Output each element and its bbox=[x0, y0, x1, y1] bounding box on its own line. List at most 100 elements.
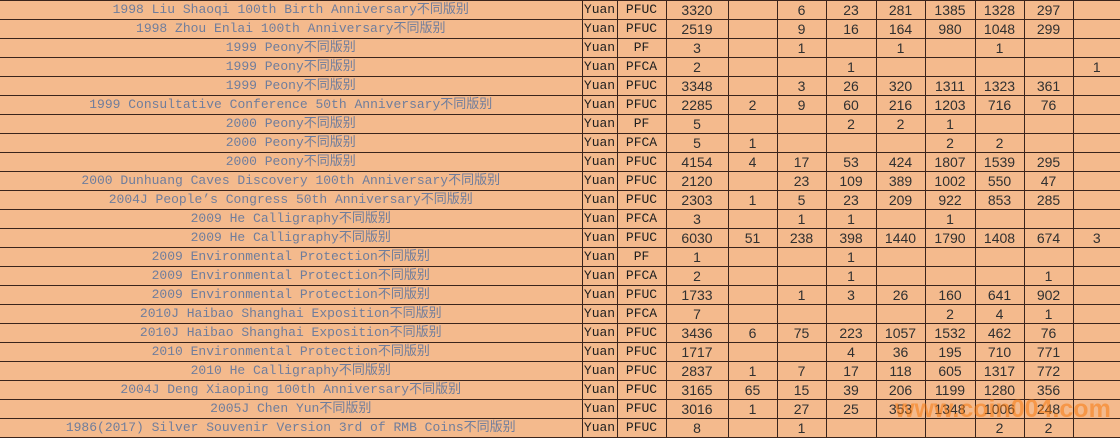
row-value-cell[interactable]: 1002 bbox=[924, 171, 976, 191]
row-value-cell[interactable] bbox=[1072, 361, 1120, 381]
row-description-cell[interactable]: 2004J People’s Congress 50th Anniversary… bbox=[0, 190, 583, 210]
row-value-cell[interactable]: 3 bbox=[665, 209, 729, 229]
row-value-cell[interactable]: 2 bbox=[924, 304, 976, 324]
row-value-cell[interactable]: 2 bbox=[1023, 418, 1074, 438]
row-value-cell[interactable] bbox=[1023, 133, 1074, 153]
row-value-cell[interactable] bbox=[1072, 0, 1120, 20]
row-value-cell[interactable]: 2 bbox=[875, 114, 926, 134]
row-value-cell[interactable] bbox=[1072, 95, 1120, 115]
row-value-cell[interactable]: 2285 bbox=[665, 95, 729, 115]
row-description-cell[interactable]: 1999 Peony不同版别 bbox=[0, 76, 583, 96]
row-value-cell[interactable] bbox=[1072, 133, 1120, 153]
row-value-cell[interactable]: 710 bbox=[974, 342, 1025, 362]
row-value-cell[interactable]: 320 bbox=[875, 76, 926, 96]
row-currency-cell[interactable]: Yuan bbox=[581, 266, 618, 286]
row-value-cell[interactable] bbox=[1072, 171, 1120, 191]
row-grade-cell[interactable]: PF bbox=[616, 247, 667, 267]
row-grade-cell[interactable]: PF bbox=[616, 114, 667, 134]
row-value-cell[interactable]: 9 bbox=[776, 19, 827, 39]
row-value-cell[interactable]: 398 bbox=[825, 228, 877, 248]
row-value-cell[interactable]: 281 bbox=[875, 0, 926, 20]
row-grade-cell[interactable]: PFCA bbox=[616, 133, 667, 153]
row-grade-cell[interactable]: PFUC bbox=[616, 0, 667, 20]
row-value-cell[interactable] bbox=[727, 38, 778, 58]
row-value-cell[interactable] bbox=[1072, 323, 1120, 343]
row-value-cell[interactable] bbox=[924, 418, 976, 438]
row-value-cell[interactable]: 16 bbox=[825, 19, 877, 39]
row-currency-cell[interactable]: Yuan bbox=[581, 95, 618, 115]
row-value-cell[interactable] bbox=[727, 342, 778, 362]
row-value-cell[interactable] bbox=[1072, 285, 1120, 305]
row-value-cell[interactable]: 60 bbox=[825, 95, 877, 115]
row-value-cell[interactable]: 3 bbox=[665, 38, 729, 58]
row-value-cell[interactable]: 1790 bbox=[924, 228, 976, 248]
row-value-cell[interactable] bbox=[776, 304, 827, 324]
row-value-cell[interactable]: 1311 bbox=[924, 76, 976, 96]
row-value-cell[interactable]: 5 bbox=[776, 190, 827, 210]
row-value-cell[interactable]: 9 bbox=[776, 95, 827, 115]
row-value-cell[interactable] bbox=[727, 76, 778, 96]
row-value-cell[interactable]: 2 bbox=[924, 133, 976, 153]
row-description-cell[interactable]: 2000 Dunhuang Caves Discovery 100th Anni… bbox=[0, 171, 583, 191]
row-value-cell[interactable] bbox=[1072, 418, 1120, 438]
row-description-cell[interactable]: 2005J Chen Yun不同版别 bbox=[0, 399, 583, 419]
row-value-cell[interactable]: 26 bbox=[825, 76, 877, 96]
row-value-cell[interactable]: 1532 bbox=[924, 323, 976, 343]
row-grade-cell[interactable]: PFCA bbox=[616, 57, 667, 77]
row-grade-cell[interactable]: PFUC bbox=[616, 418, 667, 438]
row-currency-cell[interactable]: Yuan bbox=[581, 76, 618, 96]
row-value-cell[interactable] bbox=[1072, 399, 1120, 419]
row-value-cell[interactable] bbox=[924, 57, 976, 77]
row-value-cell[interactable]: 1733 bbox=[665, 285, 729, 305]
row-value-cell[interactable]: 3 bbox=[1072, 228, 1120, 248]
row-value-cell[interactable]: 605 bbox=[924, 361, 976, 381]
row-value-cell[interactable]: 3348 bbox=[665, 76, 729, 96]
row-grade-cell[interactable]: PFUC bbox=[616, 19, 667, 39]
row-value-cell[interactable]: 389 bbox=[875, 171, 926, 191]
row-value-cell[interactable]: 216 bbox=[875, 95, 926, 115]
row-currency-cell[interactable]: Yuan bbox=[581, 361, 618, 381]
row-grade-cell[interactable]: PFUC bbox=[616, 399, 667, 419]
row-value-cell[interactable] bbox=[1072, 190, 1120, 210]
row-value-cell[interactable] bbox=[1072, 266, 1120, 286]
row-value-cell[interactable] bbox=[974, 247, 1025, 267]
row-currency-cell[interactable]: Yuan bbox=[581, 57, 618, 77]
row-description-cell[interactable]: 1999 Peony不同版别 bbox=[0, 38, 583, 58]
row-value-cell[interactable]: 76 bbox=[1023, 323, 1074, 343]
row-value-cell[interactable]: 6030 bbox=[665, 228, 729, 248]
row-description-cell[interactable]: 2010 Environmental Protection不同版别 bbox=[0, 342, 583, 362]
row-description-cell[interactable]: 1998 Liu Shaoqi 100th Birth Anniversary不… bbox=[0, 0, 583, 20]
row-value-cell[interactable]: 4 bbox=[825, 342, 877, 362]
row-value-cell[interactable]: 1717 bbox=[665, 342, 729, 362]
row-value-cell[interactable]: 1 bbox=[727, 190, 778, 210]
row-description-cell[interactable]: 1999 Peony不同版别 bbox=[0, 57, 583, 77]
row-value-cell[interactable] bbox=[1023, 38, 1074, 58]
row-value-cell[interactable]: 4 bbox=[974, 304, 1025, 324]
row-value-cell[interactable]: 1 bbox=[727, 133, 778, 153]
row-currency-cell[interactable]: Yuan bbox=[581, 114, 618, 134]
row-value-cell[interactable]: 1 bbox=[776, 38, 827, 58]
row-value-cell[interactable]: 1440 bbox=[875, 228, 926, 248]
row-value-cell[interactable]: 206 bbox=[875, 380, 926, 400]
row-currency-cell[interactable]: Yuan bbox=[581, 285, 618, 305]
row-value-cell[interactable]: 1 bbox=[875, 38, 926, 58]
row-value-cell[interactable]: 118 bbox=[875, 361, 926, 381]
row-value-cell[interactable]: 3320 bbox=[665, 0, 729, 20]
row-value-cell[interactable] bbox=[974, 209, 1025, 229]
row-description-cell[interactable]: 2000 Peony不同版别 bbox=[0, 114, 583, 134]
row-value-cell[interactable]: 1057 bbox=[875, 323, 926, 343]
row-value-cell[interactable]: 1 bbox=[776, 209, 827, 229]
row-value-cell[interactable] bbox=[1023, 114, 1074, 134]
row-value-cell[interactable] bbox=[776, 133, 827, 153]
row-value-cell[interactable] bbox=[1072, 19, 1120, 39]
row-description-cell[interactable]: 2000 Peony不同版别 bbox=[0, 133, 583, 153]
row-value-cell[interactable]: 299 bbox=[1023, 19, 1074, 39]
row-description-cell[interactable]: 1999 Consultative Conference 50th Annive… bbox=[0, 95, 583, 115]
row-currency-cell[interactable]: Yuan bbox=[581, 228, 618, 248]
row-value-cell[interactable]: 853 bbox=[974, 190, 1025, 210]
row-value-cell[interactable] bbox=[727, 209, 778, 229]
row-value-cell[interactable]: 1 bbox=[727, 399, 778, 419]
row-value-cell[interactable]: 1408 bbox=[974, 228, 1025, 248]
row-value-cell[interactable] bbox=[825, 133, 877, 153]
row-value-cell[interactable]: 6 bbox=[776, 0, 827, 20]
